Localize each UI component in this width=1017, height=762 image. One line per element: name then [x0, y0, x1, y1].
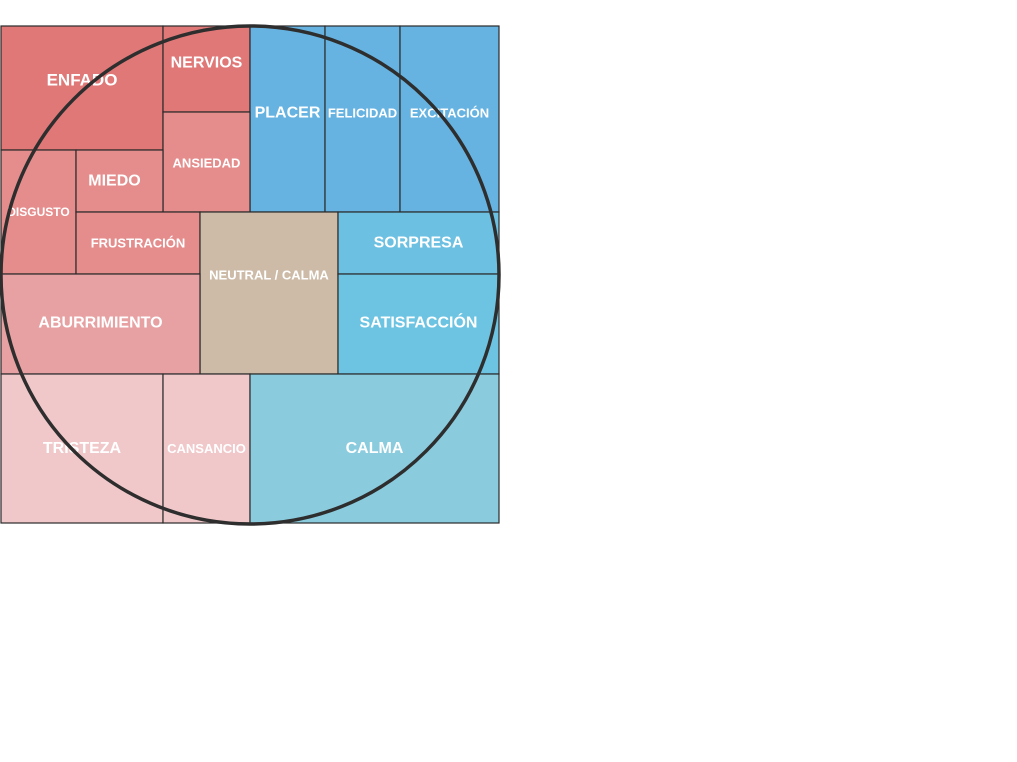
emotion-cell-cansancio: CANSANCIO [162, 373, 251, 524]
cell-background-neutral [199, 211, 339, 375]
cell-background-disgusto [0, 149, 77, 275]
emotion-cell-felicidad: FELICIDAD [324, 25, 401, 213]
cell-label-miedo: MIEDO [88, 173, 140, 190]
cell-label-neutral: NEUTRAL / CALMA [209, 268, 329, 283]
cell-label-cansancio: CANSANCIO [167, 441, 246, 456]
emotion-cell-neutral: NEUTRAL / CALMA [199, 211, 339, 375]
outer-circle [0, 24, 501, 526]
emotion-cell-ansiedad: ANSIEDAD [162, 111, 251, 213]
cell-label-tristeza: TRISTEZA [43, 440, 122, 457]
cell-background-felicidad [324, 25, 401, 213]
cell-label-excitacion: EXCITACIÓN [410, 106, 489, 121]
cell-background-ansiedad [162, 111, 251, 213]
cell-label-satisfaccion: SATISFACCIÓN [360, 313, 478, 332]
emotion-cell-frustracion: FRUSTRACIÓN [75, 211, 201, 275]
emotion-cell-placer: PLACER [249, 25, 326, 213]
cell-background-aburrimiento [0, 273, 201, 375]
emotion-cell-tristeza: TRISTEZA [0, 373, 164, 524]
emotion-cell-aburrimiento: ABURRIMIENTO [0, 273, 201, 375]
emotion-cells: ENFADO NERVIOS PLACER FELICIDAD EXCITACIÓN AN… [0, 25, 500, 524]
cell-label-sorpresa: SORPRESA [374, 235, 464, 252]
emotion-cell-enfado: ENFADO [0, 25, 164, 151]
emotion-cell-sorpresa: SORPRESA [337, 211, 500, 275]
cell-label-nervios: NERVIOS [171, 55, 243, 72]
emotion-cell-excitacion: EXCITACIÓN [399, 25, 500, 213]
cell-background-sorpresa [337, 211, 500, 275]
cell-background-cansancio [162, 373, 251, 524]
cell-label-ansiedad: ANSIEDAD [173, 156, 241, 171]
emotion-cell-calma: CALMA [249, 373, 500, 524]
cell-background-placer [249, 25, 326, 213]
cell-label-aburrimiento: ABURRIMIENTO [38, 315, 162, 332]
cell-label-frustracion: FRUSTRACIÓN [91, 236, 186, 251]
cell-background-enfado [0, 25, 164, 151]
cell-background-excitacion [399, 25, 500, 213]
cell-background-miedo [75, 149, 164, 213]
cell-background-frustracion [75, 211, 201, 275]
cell-label-calma: CALMA [346, 440, 404, 457]
emotion-cell-disgusto: DISGUSTO [0, 149, 77, 275]
cell-label-placer: PLACER [255, 105, 321, 122]
cell-label-disgusto: DISGUSTO [7, 205, 69, 219]
cell-background-calma [249, 373, 500, 524]
emotion-cell-satisfaccion: SATISFACCIÓN [337, 273, 500, 375]
cell-label-felicidad: FELICIDAD [328, 106, 397, 121]
cell-background-satisfaccion [337, 273, 500, 375]
emotion-cell-miedo: MIEDO [75, 149, 164, 213]
